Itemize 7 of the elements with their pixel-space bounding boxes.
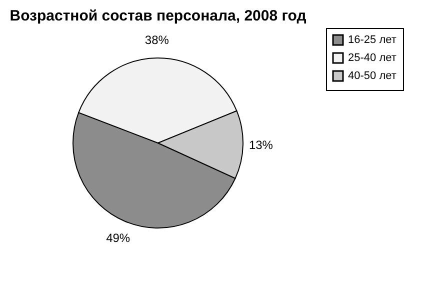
legend-label: 25-40 лет: [348, 52, 396, 64]
legend-label: 40-50 лет: [348, 70, 396, 82]
data-label: 13%: [248, 138, 274, 152]
chart-title: Возрастной состав персонала, 2008 год: [10, 8, 307, 24]
data-label: 38%: [144, 33, 170, 48]
legend-label: 16-25 лет: [348, 34, 396, 46]
data-label: 49%: [106, 230, 130, 245]
